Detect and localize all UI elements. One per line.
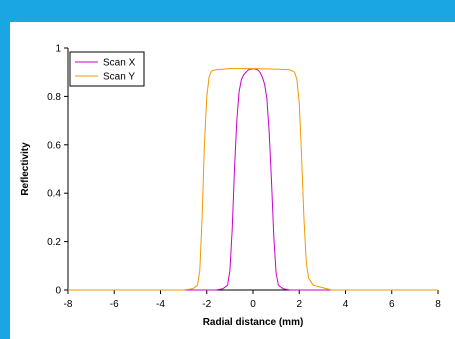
x-tick-label: -8 <box>64 299 73 310</box>
y-tick-label: 0.6 <box>47 140 61 151</box>
legend-box <box>69 51 145 87</box>
x-axis-title: Radial distance (mm) <box>203 317 304 328</box>
y-tick-label: 0.2 <box>47 237 61 248</box>
x-tick-label: 4 <box>343 299 349 310</box>
x-tick-label: 8 <box>435 299 441 310</box>
series-lines <box>68 68 438 291</box>
y-axis-title: Reflectivity <box>20 142 31 196</box>
legend-label: Scan X <box>103 58 136 69</box>
legend: Scan X Scan Y <box>69 51 145 87</box>
x-tick-label: 0 <box>250 299 256 310</box>
y-tick-label: 0.4 <box>47 189 61 200</box>
series-line-1 <box>68 68 438 291</box>
chart-panel: -8 -6 -4 -2 0 2 4 6 8 0 0.2 0.4 0.6 0.8 1 Scan X Scan Y… <box>10 22 455 339</box>
y-tick-label: 1 <box>55 44 61 55</box>
y-tick-label: 0 <box>55 286 61 297</box>
x-tick-label: -2 <box>202 299 211 310</box>
x-tick-label: 2 <box>296 299 302 310</box>
x-tick-label: 6 <box>389 299 395 310</box>
x-tick-label: -4 <box>156 299 165 310</box>
y-tick-label: 0.8 <box>47 92 61 103</box>
legend-label: Scan Y <box>103 72 135 83</box>
series-line-2 <box>68 68 438 291</box>
ticks: -8 -6 -4 -2 0 2 4 6 8 0 0.2 0.4 0.6 0.8 1 <box>47 44 441 311</box>
x-tick-label: -6 <box>110 299 119 310</box>
line-chart: -8 -6 -4 -2 0 2 4 6 8 0 0.2 0.4 0.6 0.8 1 Scan X Scan Y… <box>20 44 441 329</box>
